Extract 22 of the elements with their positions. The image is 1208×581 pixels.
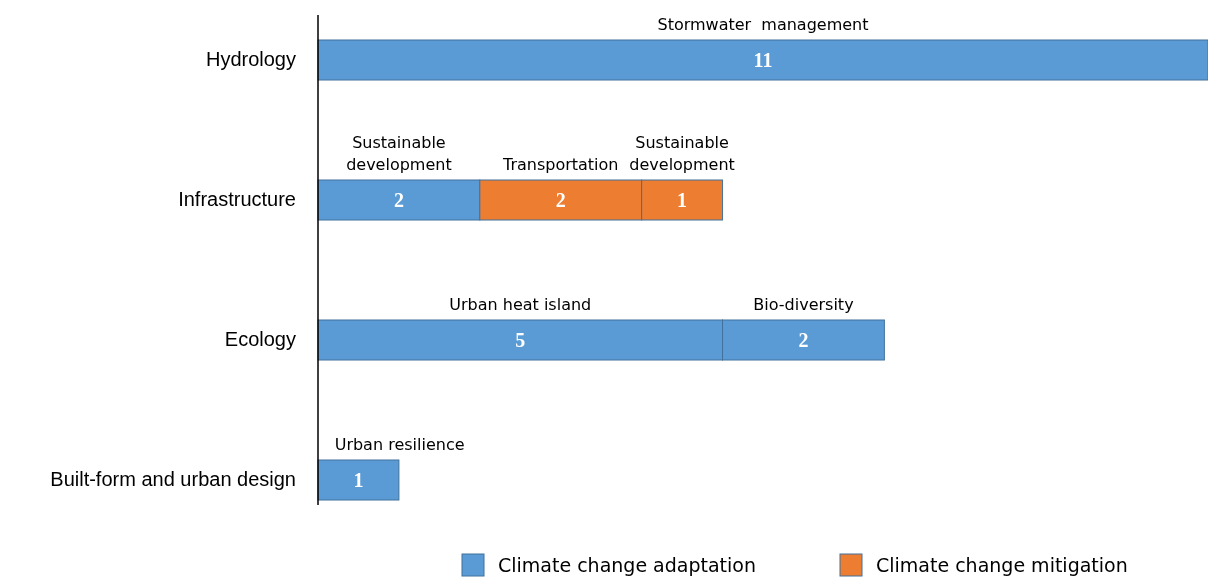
- annotation: Sustainable development: [629, 133, 735, 174]
- annotation: Stormwater management: [657, 15, 869, 34]
- annotation: Urban heat island: [449, 295, 592, 314]
- annotation: Sustainable development: [346, 133, 452, 174]
- data-label: 1: [353, 469, 364, 491]
- data-label: 2: [798, 329, 809, 351]
- data-label: 11: [753, 49, 773, 71]
- y-tick-label: Built-form and urban design: [50, 468, 296, 490]
- y-tick-label: Ecology: [224, 328, 296, 350]
- data-label: 5: [515, 329, 526, 351]
- bar: [317, 39, 1208, 81]
- y-tick-label: Hydrology: [205, 48, 296, 70]
- legend-label: Climate change mitigation: [876, 554, 1128, 576]
- bar: [317, 459, 400, 501]
- data-label: 2: [555, 189, 566, 211]
- annotation: Transportation: [501, 155, 619, 174]
- legend-label: Climate change adaptation: [498, 554, 757, 576]
- data-label: 2: [393, 189, 404, 211]
- y-tick-label: Infrastructure: [178, 188, 296, 210]
- annotation: Urban resilience: [334, 435, 465, 454]
- data-label: 1: [677, 189, 688, 211]
- annotation: Bio-diversity: [753, 295, 854, 314]
